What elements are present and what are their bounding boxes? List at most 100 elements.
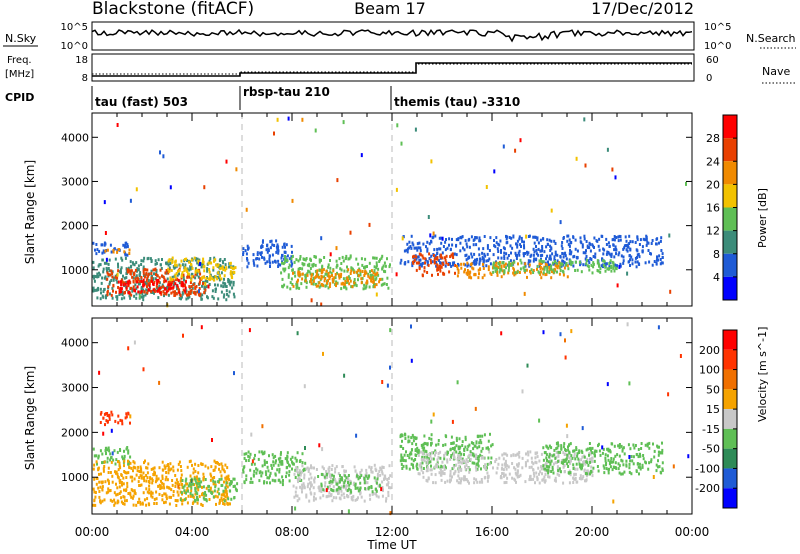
velocity-cell: [146, 471, 149, 475]
velocity-cell: [567, 465, 570, 468]
velocity-cell: [533, 474, 536, 478]
power-cell: [277, 259, 280, 263]
power-cell: [327, 279, 329, 283]
power-cell: [474, 259, 477, 263]
power-cell: [357, 274, 360, 278]
velocity-cell: [113, 491, 116, 495]
velocity-cell: [566, 462, 569, 466]
velocity-cell: [301, 461, 304, 465]
velocity-cell: [408, 452, 411, 456]
power-cell: [609, 259, 612, 263]
power-cell: [163, 277, 166, 281]
power-cell: [344, 257, 347, 261]
power-cell: [152, 282, 154, 286]
velocity-cell: [309, 491, 312, 495]
power-cell: [301, 262, 304, 266]
power-cell: [126, 245, 129, 249]
velocity-cell: [345, 487, 347, 491]
velocity-cell: [411, 448, 413, 452]
power-cell: [499, 239, 502, 243]
power-cell: [228, 265, 230, 269]
velocity-cell: [104, 480, 107, 484]
power-cell: [180, 297, 182, 301]
velocity-cell: [377, 484, 380, 488]
velocity-cell: [271, 466, 274, 470]
velocity-cell: [187, 484, 190, 488]
velocity-cell: [547, 460, 550, 464]
time-axis-tick-label: 20:00: [575, 525, 610, 539]
power-cell: [444, 256, 446, 260]
power-cell: [142, 294, 145, 298]
velocity-cell: [324, 484, 326, 488]
velocity-cell: [195, 481, 198, 485]
velocity-cell: [107, 466, 110, 470]
velocity-cell: [642, 457, 645, 461]
power-cell: [323, 256, 326, 259]
velocity-sparse-echo: [559, 332, 562, 337]
power-cell: [129, 272, 132, 276]
power-cell: [433, 248, 436, 252]
power-cell: [423, 266, 426, 270]
power-cell: [427, 263, 430, 267]
power-cell: [341, 255, 344, 259]
power-cell: [204, 288, 207, 292]
velocity-cell: [179, 479, 182, 483]
velocity-cell: [545, 453, 548, 457]
power-cell: [477, 247, 480, 251]
velocity-cell: [150, 490, 153, 494]
velocity-cell: [434, 473, 437, 477]
power-cell: [326, 281, 328, 285]
power-cell: [140, 259, 143, 263]
velocity-cell: [620, 444, 623, 448]
power-cell: [146, 276, 149, 280]
velocity-cell: [286, 451, 289, 455]
power-cell: [418, 252, 421, 256]
velocity-cell: [657, 459, 659, 463]
velocity-cell: [609, 450, 612, 454]
power-cell: [355, 270, 358, 274]
freq-unit: [MHz]: [5, 69, 34, 80]
velocity-cell: [129, 491, 132, 495]
power-cell: [537, 270, 540, 274]
power-cell: [348, 282, 351, 286]
power-cell: [146, 257, 149, 261]
velocity-cell: [260, 450, 263, 454]
velocity-cell: [555, 450, 558, 454]
velocity-cell: [187, 494, 190, 498]
velocity-cell: [404, 437, 407, 440]
velocity-cell: [306, 485, 309, 489]
velocity-cell: [562, 445, 565, 449]
velocity-cell: [159, 484, 162, 488]
velocity-cell: [455, 444, 458, 448]
velocity-cell: [457, 445, 460, 449]
power-cell: [535, 252, 538, 256]
power-cell: [181, 281, 184, 285]
velocity-cell: [507, 465, 510, 469]
power-cell: [154, 268, 157, 272]
velocity-cell: [513, 466, 516, 470]
velocity-cell: [550, 459, 553, 463]
power-sparse-echo: [198, 289, 200, 294]
power-cell: [154, 277, 157, 281]
power-cell: [143, 290, 146, 294]
power-cell: [114, 275, 117, 279]
power-cell: [521, 239, 524, 243]
velocity-cell: [296, 451, 299, 455]
velocity-cell: [101, 499, 104, 503]
power-cell: [177, 288, 180, 292]
velocity-cell: [155, 474, 158, 478]
power-cell: [488, 249, 491, 252]
power-cell: [485, 264, 488, 268]
velocity-cell: [630, 472, 633, 476]
power-cell: [190, 265, 193, 269]
velocity-cell: [347, 487, 350, 491]
velocity-cell: [139, 467, 142, 471]
power-cell: [573, 254, 576, 258]
velocity-cell: [426, 443, 429, 447]
power-cell: [199, 294, 202, 298]
velocity-cell: [621, 459, 624, 463]
power-cell: [370, 269, 373, 273]
velocity-cell: [616, 453, 619, 457]
power-cell: [214, 275, 217, 279]
